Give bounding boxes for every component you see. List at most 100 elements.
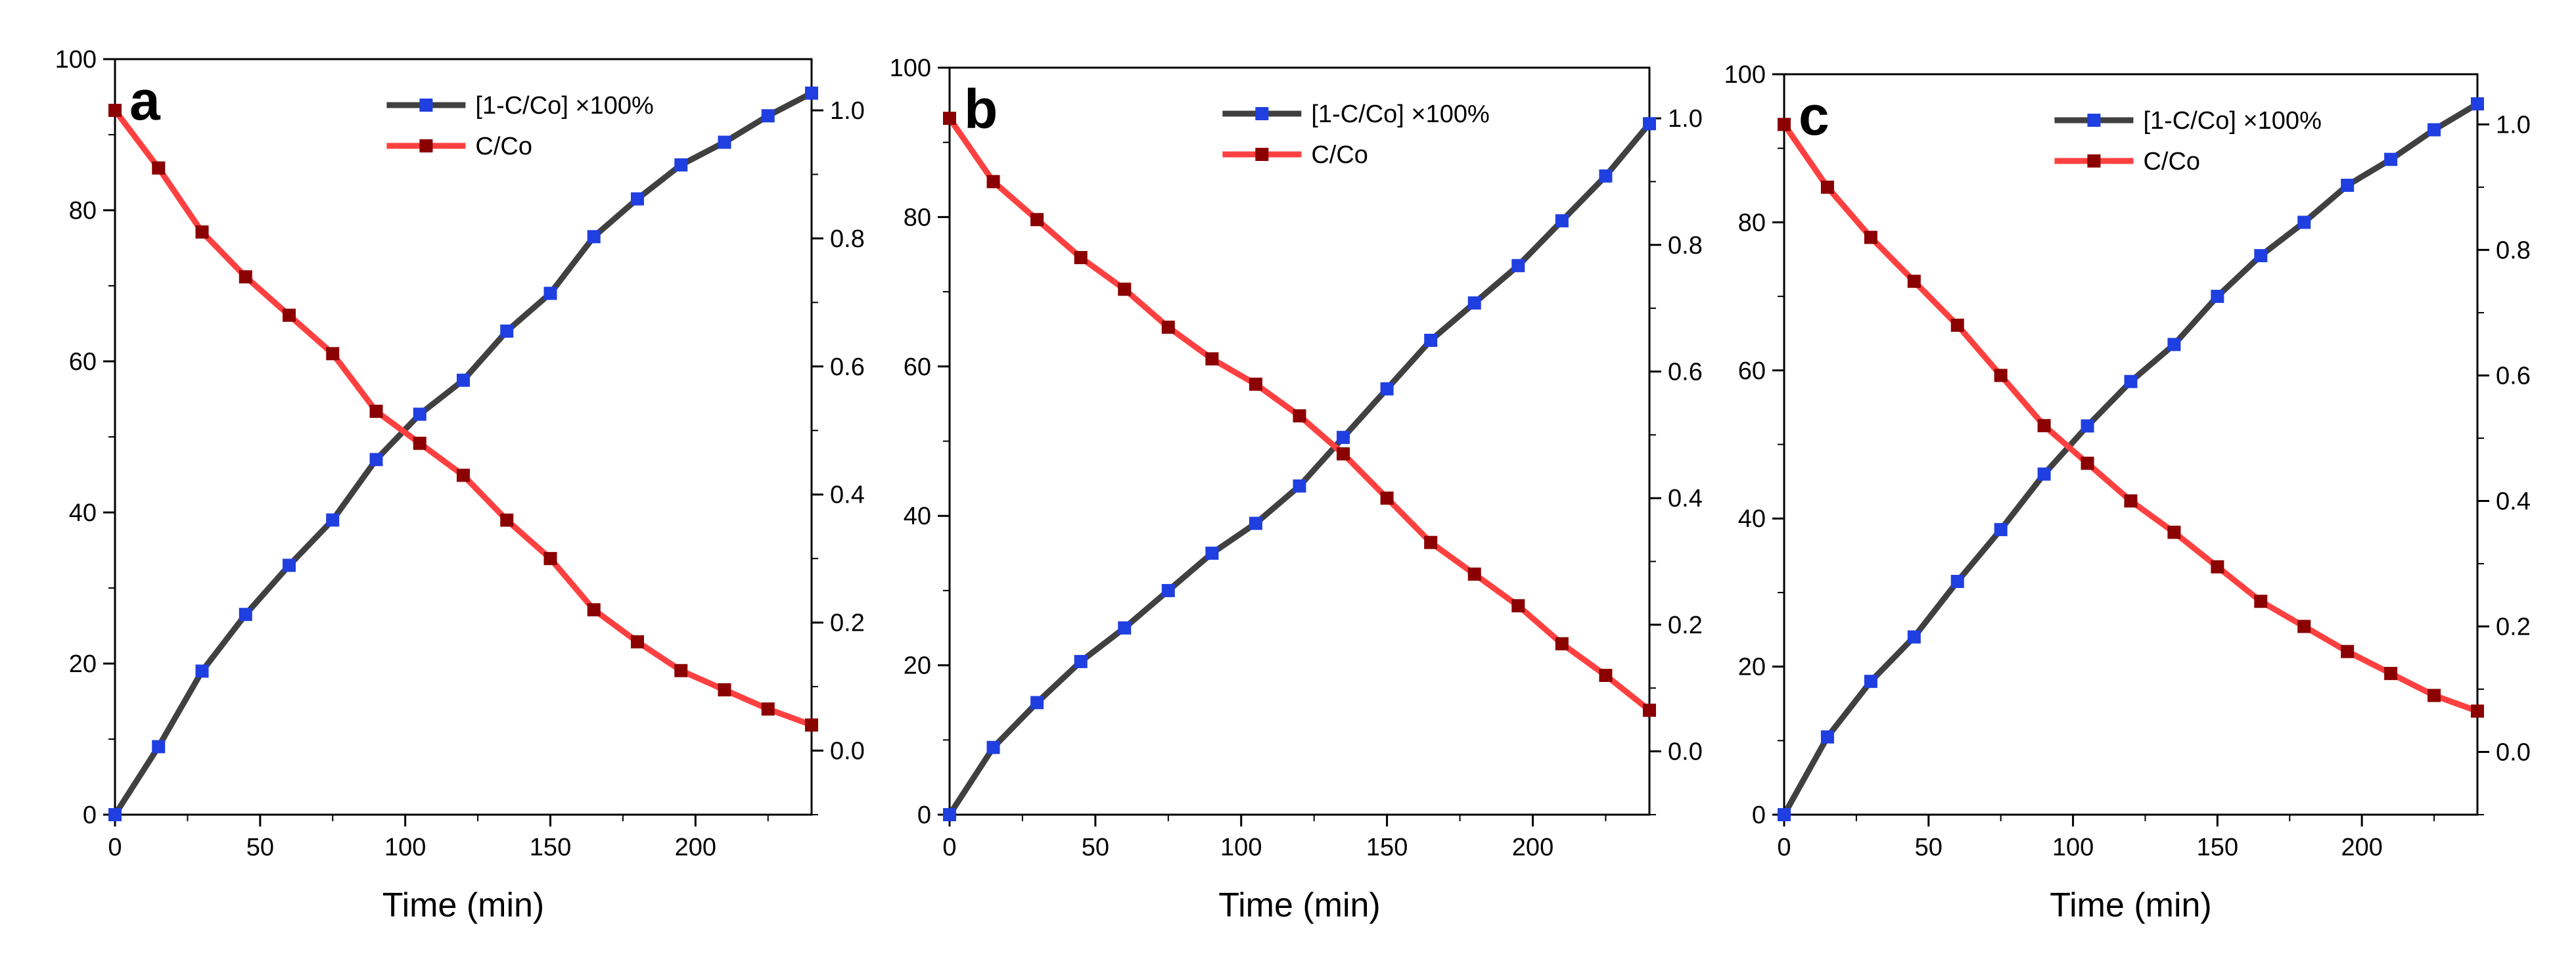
- x-tick-label: 50: [1915, 834, 1943, 861]
- data-point-c-co: [2341, 645, 2355, 658]
- data-point-removal: [805, 86, 818, 100]
- x-tick-label: 150: [2197, 834, 2238, 861]
- data-point-c-co: [1778, 118, 1791, 131]
- data-point-removal: [1118, 621, 1132, 635]
- data-point-removal: [1424, 334, 1438, 348]
- x-tick-label: 100: [384, 834, 426, 861]
- y-right-tick-label: 0.0: [830, 738, 865, 765]
- y-right-tick-label: 0.6: [830, 353, 865, 381]
- data-point-removal: [283, 558, 296, 572]
- data-point-removal: [500, 325, 514, 338]
- y-left-tick-label: 100: [890, 55, 931, 82]
- data-point-c-co: [2081, 457, 2094, 470]
- data-point-c-co: [587, 603, 601, 617]
- x-tick-label: 50: [246, 834, 274, 861]
- data-point-removal: [457, 373, 470, 387]
- data-point-c-co: [1030, 213, 1044, 227]
- y-right-tick-label: 0.8: [2496, 237, 2531, 264]
- y-left-tick-label: 40: [904, 503, 931, 530]
- data-point-c-co: [2124, 494, 2138, 508]
- data-point-c-co: [2471, 704, 2484, 718]
- data-point-c-co: [1643, 704, 1656, 717]
- x-tick-label: 200: [675, 834, 716, 861]
- y-left-tick-label: 60: [904, 353, 931, 381]
- y-right-tick-label: 0.6: [2496, 362, 2531, 390]
- data-point-removal: [413, 407, 426, 421]
- data-point-c-co: [326, 347, 340, 361]
- legend-marker: [2087, 154, 2101, 168]
- legend-marker: [419, 99, 433, 112]
- data-point-removal: [543, 286, 557, 300]
- x-axis-title: Time (min): [1218, 886, 1381, 924]
- data-point-removal: [2254, 249, 2268, 263]
- data-point-removal: [1467, 296, 1481, 310]
- legend-marker: [419, 139, 433, 152]
- data-point-removal: [2384, 152, 2398, 166]
- data-point-removal: [986, 740, 1000, 754]
- panel-label: b: [964, 78, 998, 140]
- data-point-removal: [1030, 696, 1044, 710]
- data-point-removal: [369, 453, 383, 466]
- y-left-tick-label: 20: [1738, 654, 1766, 681]
- y-right-tick-label: 1.0: [1668, 105, 1703, 133]
- data-point-removal: [1380, 382, 1394, 396]
- data-point-removal: [326, 513, 340, 527]
- data-point-c-co: [369, 405, 383, 419]
- data-point-removal: [1994, 523, 2008, 537]
- data-point-c-co: [108, 103, 122, 117]
- plot-frame: [114, 58, 813, 816]
- y-left-tick-label: 60: [1738, 357, 1766, 385]
- data-point-c-co: [1555, 637, 1569, 650]
- series-line-c-co: [112, 108, 813, 728]
- data-point-c-co: [761, 702, 775, 716]
- data-point-removal: [1205, 547, 1219, 560]
- y-left-tick-label: 0: [83, 802, 97, 829]
- y-left-tick-label: 100: [1724, 61, 1766, 89]
- data-point-c-co: [1205, 352, 1219, 366]
- data-point-c-co: [239, 270, 252, 284]
- y-left-tick-label: 20: [69, 650, 97, 678]
- data-point-c-co: [1293, 409, 1306, 422]
- x-axis-title: Time (min): [2050, 886, 2212, 924]
- data-point-c-co: [1994, 369, 2008, 382]
- panel-label: c: [1799, 85, 1829, 147]
- plot-frame: [948, 66, 1651, 816]
- x-tick-label: 100: [1220, 834, 1262, 861]
- y-right-tick-label: 0.4: [2496, 487, 2531, 515]
- chart-panel-b: 0 50 100 150 200 0 20 40 60 80 100 0.0 0.2 0.4 0.6 0.8 1…: [890, 55, 1703, 924]
- x-tick-label: 200: [1512, 834, 1553, 861]
- series-line-c-co: [1782, 122, 2479, 714]
- legend-entry: [1-C/Co] ×100%: [2143, 107, 2321, 135]
- y-right-tick-label: 0.4: [830, 482, 865, 509]
- chart-panel-a: 0 50 100 150 200 0 20 40 60 80 100 0.0 0.2 0.4 0.6 0.8 1…: [55, 46, 865, 924]
- data-point-removal: [2341, 179, 2355, 192]
- data-point-removal: [108, 808, 122, 821]
- y-left-tick-label: 80: [1738, 209, 1766, 237]
- legend-entry: C/Co: [2143, 148, 2200, 175]
- legend-marker: [1255, 107, 1269, 120]
- data-point-c-co: [1249, 377, 1262, 391]
- data-point-removal: [718, 135, 731, 149]
- y-right-tick-label: 0.2: [1668, 612, 1703, 639]
- data-point-removal: [761, 109, 775, 123]
- x-tick-label: 200: [2341, 834, 2382, 861]
- data-point-removal: [2124, 374, 2138, 388]
- data-point-removal: [2211, 290, 2224, 304]
- data-point-removal: [195, 664, 209, 678]
- data-point-c-co: [500, 513, 514, 527]
- data-point-removal: [1337, 430, 1350, 444]
- data-point-removal: [1293, 479, 1306, 493]
- data-point-removal: [1161, 583, 1175, 597]
- x-axis-title: Time (min): [382, 886, 545, 924]
- x-tick-label: 0: [1777, 834, 1791, 861]
- y-left-tick-label: 100: [55, 46, 97, 74]
- y-left-tick-label: 40: [1738, 505, 1766, 533]
- y-left-tick-label: 80: [69, 197, 97, 225]
- data-point-removal: [1778, 808, 1791, 821]
- data-point-removal: [1643, 117, 1656, 131]
- data-point-removal: [674, 158, 688, 171]
- data-point-c-co: [1511, 599, 1525, 613]
- y-left-tick-label: 20: [904, 652, 931, 680]
- y-right-tick-label: 0.6: [1668, 359, 1703, 386]
- data-point-c-co: [1467, 567, 1481, 581]
